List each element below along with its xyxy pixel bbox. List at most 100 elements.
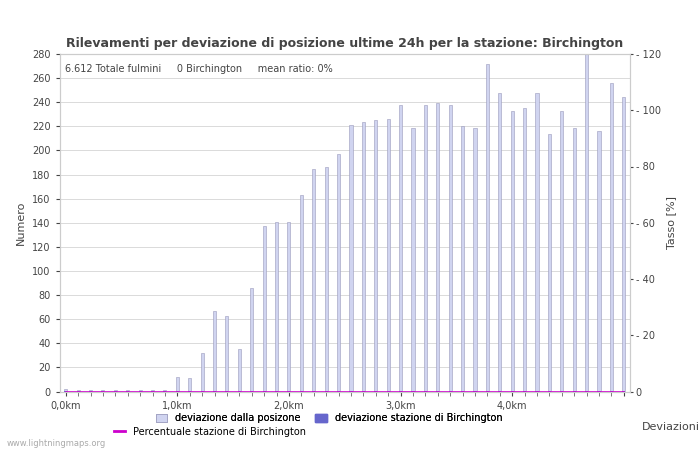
Bar [597, 391, 601, 392]
Bar [275, 391, 278, 392]
Bar [188, 378, 191, 392]
Bar [622, 97, 625, 392]
Bar [523, 108, 526, 392]
Bar [312, 391, 315, 392]
Bar [139, 391, 141, 392]
Bar [436, 391, 440, 392]
Bar [325, 391, 328, 392]
Text: Deviazioni: Deviazioni [641, 422, 699, 432]
Bar [151, 390, 154, 392]
Bar [300, 391, 303, 392]
Bar [89, 391, 92, 392]
Bar [126, 390, 130, 392]
Bar [449, 105, 452, 392]
Bar [213, 391, 216, 392]
Bar [399, 105, 402, 392]
Bar [126, 391, 130, 392]
Bar [548, 391, 551, 392]
Bar [76, 390, 80, 392]
Bar [349, 125, 353, 392]
Bar [412, 391, 414, 392]
Bar [176, 377, 179, 392]
Bar [114, 390, 117, 392]
Bar [622, 391, 625, 392]
Bar [498, 391, 501, 392]
Bar [473, 127, 477, 392]
Bar [399, 391, 402, 392]
Bar [523, 391, 526, 392]
Bar [461, 126, 464, 392]
Bar [386, 119, 390, 392]
Bar [349, 391, 353, 392]
Y-axis label: Numero: Numero [16, 201, 27, 245]
Bar [362, 391, 365, 392]
Bar [424, 105, 427, 392]
Bar [585, 0, 588, 392]
Bar [449, 391, 452, 392]
Bar [374, 391, 377, 392]
Legend: Percentuale stazione di Birchington: Percentuale stazione di Birchington [110, 423, 310, 441]
Bar [560, 111, 564, 392]
Bar [424, 391, 427, 392]
Bar [436, 104, 440, 392]
Bar [139, 390, 141, 392]
Bar [89, 390, 92, 392]
Title: Rilevamenti per deviazione di posizione ultime 24h per la stazione: Birchington: Rilevamenti per deviazione di posizione … [66, 37, 624, 50]
Bar [573, 391, 575, 392]
Bar [536, 93, 538, 392]
Bar [486, 391, 489, 392]
Bar [102, 390, 104, 392]
Bar [610, 391, 613, 392]
Bar [250, 288, 253, 392]
Bar [486, 63, 489, 392]
Bar [163, 390, 167, 392]
Bar [238, 349, 241, 392]
Bar [362, 122, 365, 392]
Bar [473, 391, 477, 392]
Bar [262, 226, 266, 392]
Bar [288, 221, 290, 392]
Bar [510, 391, 514, 392]
Bar [201, 391, 204, 392]
Bar [498, 93, 501, 392]
Bar [76, 391, 80, 392]
Bar [225, 315, 228, 392]
Bar [536, 391, 538, 392]
Bar [288, 391, 290, 392]
Bar [312, 168, 315, 392]
Bar [238, 391, 241, 392]
Bar [585, 391, 588, 392]
Bar [188, 391, 191, 392]
Bar [102, 391, 104, 392]
Bar [325, 167, 328, 392]
Bar [262, 391, 266, 392]
Bar [548, 134, 551, 392]
Y-axis label: Tasso [%]: Tasso [%] [666, 196, 676, 249]
Bar [176, 391, 179, 392]
Bar [151, 391, 154, 392]
Bar [64, 389, 67, 392]
Bar [560, 391, 564, 392]
Bar [573, 127, 575, 392]
Bar [213, 311, 216, 392]
Bar [64, 391, 67, 392]
Bar [275, 221, 278, 392]
Bar [337, 391, 340, 392]
Text: www.lightningmaps.org: www.lightningmaps.org [7, 439, 106, 448]
Legend: deviazione dalla posizone, deviazione stazione di Birchington: deviazione dalla posizone, deviazione st… [152, 410, 506, 427]
Bar [250, 391, 253, 392]
Bar [163, 391, 167, 392]
Bar [597, 131, 601, 391]
Bar [386, 391, 390, 392]
Bar [114, 391, 117, 392]
Bar [374, 120, 377, 392]
Bar [610, 83, 613, 392]
Bar [412, 127, 414, 392]
Bar [461, 391, 464, 392]
Bar [510, 111, 514, 392]
Bar [225, 391, 228, 392]
Text: 6.612 Totale fulmini     0 Birchington     mean ratio: 0%: 6.612 Totale fulmini 0 Birchington mean … [65, 64, 333, 74]
Bar [201, 353, 204, 392]
Bar [337, 154, 340, 392]
Bar [300, 195, 303, 392]
